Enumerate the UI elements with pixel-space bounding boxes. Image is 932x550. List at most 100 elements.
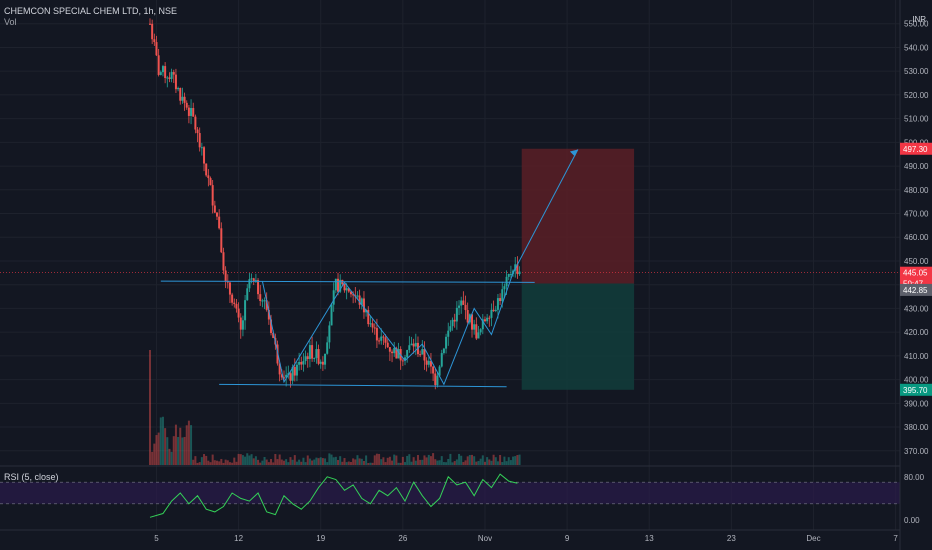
candle (453, 319, 456, 322)
volume-bar (455, 459, 458, 465)
candle (378, 340, 381, 342)
volume-bar (352, 458, 355, 465)
volume-bar (378, 453, 381, 465)
candle (222, 252, 225, 271)
candle (190, 108, 193, 116)
volume-bar (365, 455, 368, 465)
volume-bar (330, 454, 333, 465)
volume-bar (159, 417, 162, 465)
candle (187, 107, 190, 116)
y-tick-label: 450.00 (904, 257, 929, 266)
candle (458, 305, 461, 308)
volume-bar (356, 455, 359, 465)
y-tick-label: 410.00 (904, 352, 929, 361)
candle (477, 332, 480, 339)
volume-bar (324, 458, 327, 465)
volume-bar (509, 460, 512, 465)
candle (278, 363, 281, 375)
candle (421, 349, 424, 355)
volume-bar (391, 460, 394, 465)
x-tick-label: 23 (727, 534, 736, 543)
candle (302, 360, 305, 365)
volume-bar (425, 457, 428, 465)
candle (462, 300, 465, 305)
currency-unit: INR (912, 15, 926, 24)
candle (436, 375, 439, 386)
candle (164, 66, 167, 78)
volume-bar (187, 420, 190, 465)
rsi-legend[interactable]: RSI (5, close) (4, 472, 59, 482)
candle (386, 342, 389, 348)
candle (200, 147, 203, 149)
volume-bar (194, 456, 197, 465)
volume-bar (151, 451, 154, 465)
volume-bar (434, 459, 437, 465)
price-badge (900, 283, 932, 296)
volume-bar (360, 458, 363, 465)
candle (241, 320, 244, 330)
volume-bar (332, 457, 335, 465)
volume-bar (494, 457, 497, 465)
y-tick-label: 370.00 (904, 447, 929, 456)
candle (183, 96, 186, 103)
candle (410, 343, 413, 346)
candle (319, 361, 322, 364)
x-tick-label: Nov (478, 534, 492, 543)
volume-bars (149, 350, 521, 465)
volume-bar (451, 462, 454, 465)
volume-bar (285, 459, 288, 465)
volume-bar (267, 462, 270, 465)
volume-bar (213, 460, 216, 465)
candle (471, 314, 474, 330)
y-tick-label: 430.00 (904, 304, 929, 313)
volume-bar (282, 460, 285, 465)
candle (369, 323, 372, 325)
volume-bar (468, 455, 471, 465)
candle (198, 133, 201, 148)
volume-bar (168, 448, 171, 465)
volume-bar (382, 457, 385, 465)
volume-bar (349, 461, 352, 465)
candle (246, 288, 249, 301)
symbol-legend[interactable]: CHEMCON SPECIAL CHEM LTD, 1h, NSE (4, 6, 178, 16)
volume-bar (384, 462, 387, 465)
candle (391, 351, 394, 354)
volume-bar (177, 436, 180, 465)
volume-bar (226, 460, 229, 465)
volume-bar (295, 461, 298, 465)
volume-bar (254, 456, 257, 465)
volume-bar (313, 459, 316, 465)
candle (518, 271, 521, 275)
candle (228, 282, 231, 295)
candle (261, 300, 264, 302)
candle (509, 273, 512, 275)
candle (181, 96, 184, 101)
volume-bar (248, 455, 251, 465)
volume-bar (334, 456, 337, 465)
candle (362, 298, 365, 313)
candle (427, 360, 430, 365)
candle (505, 276, 508, 287)
volume-bar (181, 437, 184, 465)
candle (308, 345, 311, 359)
candle (393, 347, 396, 354)
candle (419, 354, 422, 356)
target-zone (521, 148, 635, 284)
candle (293, 367, 296, 376)
candles (149, 18, 521, 390)
volume-bar (289, 457, 292, 465)
candle (434, 373, 437, 386)
candle (170, 72, 173, 79)
x-tick-label: Dec (806, 534, 820, 543)
candle (356, 295, 359, 297)
volume-bar (462, 462, 465, 465)
candle (149, 23, 151, 25)
volume-bar (492, 454, 495, 465)
candle (371, 323, 374, 328)
candle (157, 55, 160, 75)
volume-legend[interactable]: Vol (4, 17, 17, 27)
candle (311, 345, 314, 359)
volume-bar (179, 427, 182, 465)
